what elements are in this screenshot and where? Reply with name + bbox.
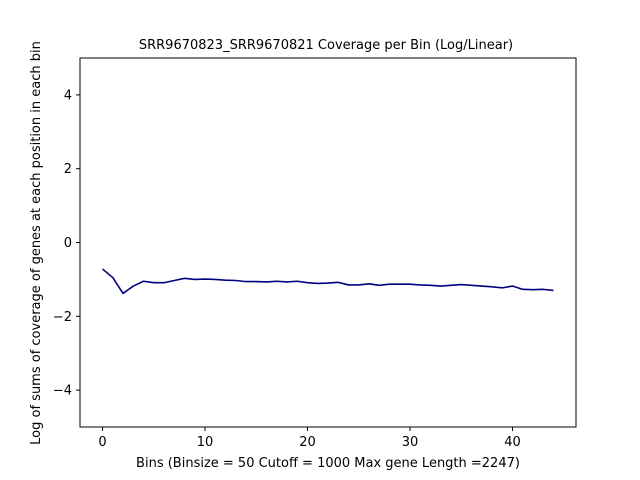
x-tick-label: 20 [299,435,316,450]
x-tick-label: 0 [98,435,106,450]
x-tick-label: 10 [197,435,214,450]
y-tick-label: 0 [64,236,72,251]
plot-area [80,58,576,427]
y-axis-ticks: −4 −2 0 2 4 [53,88,80,399]
x-tick-label: 30 [402,435,419,450]
plot-frame [79,57,577,428]
y-tick-label: 4 [64,88,72,103]
x-tick-label: 40 [504,435,521,450]
y-tick-label: −4 [53,384,72,399]
x-axis-label: Bins (Binsize = 50 Cutoff = 1000 Max gen… [136,456,520,471]
series-points [102,269,554,294]
x-axis-ticks: 0 10 20 30 40 [98,427,521,450]
y-tick-label: −2 [53,310,72,325]
chart-title: SRR9670823_SRR9670821 Coverage per Bin (… [139,38,513,53]
y-tick-label: 2 [64,162,72,177]
y-axis-label: Log of sums of coverage of genes at each… [29,41,44,445]
